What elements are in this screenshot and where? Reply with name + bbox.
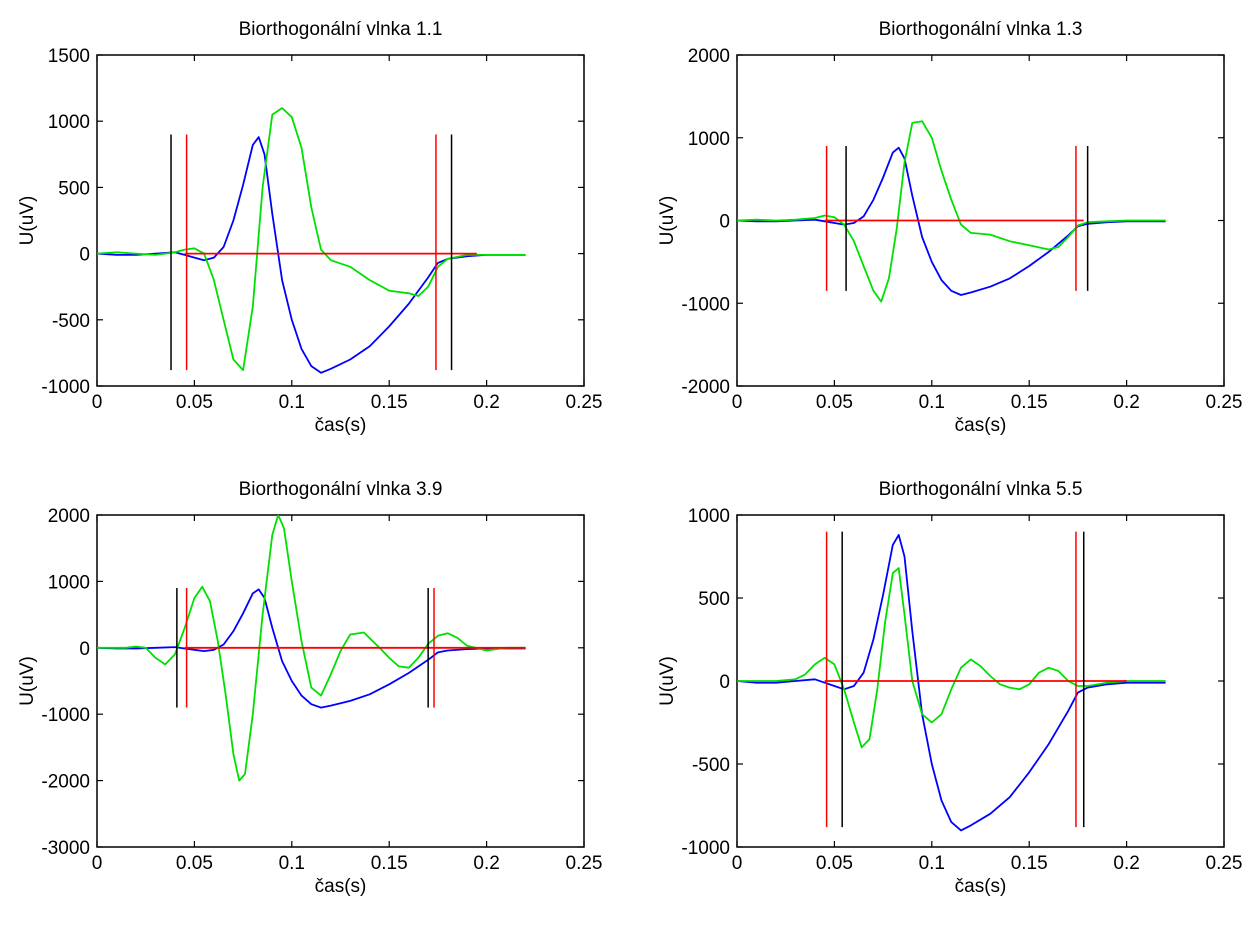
y-tick-label: 2000 [48,506,90,527]
x-tick-label: 0.2 [473,853,499,874]
x-tick-label: 0.25 [566,853,603,874]
subplot-4: 0 0.05 0.1 0.15 0.2 0.25 -1000 -500 0 500 1000 Bior… [657,479,1242,897]
y-tick-label: -1000 [681,838,730,859]
series-line-green [97,515,526,782]
series-line-green [737,120,1166,303]
x-tick-label: 0 [732,853,743,874]
y-tick-label: 500 [698,589,730,610]
plot-area [97,515,526,782]
x-tick-label: 0.1 [279,392,305,413]
y-tick-label: -3000 [41,838,90,859]
x-tick-label: 0.2 [1113,392,1139,413]
x-tick-label: 0.05 [816,392,853,413]
y-tick-label: -1000 [41,377,90,398]
plot-frame [96,54,585,387]
x-tick-label: 0.05 [176,392,213,413]
x-tick-label: 0.25 [1206,853,1243,874]
y-tick-label: 1500 [48,46,90,67]
x-tick-label: 0 [92,853,103,874]
y-tick-label: 2000 [688,46,730,67]
y-tick-label: 0 [79,639,90,660]
x-axis-label: čas(s) [315,415,367,436]
y-tick-label: -1000 [681,294,730,315]
x-tick-label: 0.1 [919,853,945,874]
y-tick-label: 500 [58,178,90,199]
series-line-blue [97,136,526,374]
x-tick-label: 0.25 [566,392,603,413]
y-tick-label: -500 [52,311,90,332]
plot-area [97,107,526,374]
x-tick-label: 0 [92,392,103,413]
chart-title: Biorthogonální vlnka 5.5 [879,479,1083,500]
subplot-3: 0 0.05 0.1 0.15 0.2 0.25 -3000 -2000 -1000 0 1000 2… [17,479,602,897]
plot-frame [96,514,585,848]
plot-area [737,120,1166,303]
plot-area [737,531,1166,832]
x-tick-label: 0.1 [919,392,945,413]
x-tick-label: 0.2 [473,392,499,413]
chart-title: Biorthogonální vlnka 1.3 [879,19,1083,40]
y-tick-label: 1000 [688,506,730,527]
y-tick-label: -2000 [681,377,730,398]
series-line-green [737,567,1166,749]
chart-title: Biorthogonální vlnka 1.1 [239,19,443,40]
y-axis-label: U(uV) [17,656,38,706]
x-axis-label: čas(s) [955,876,1007,897]
x-tick-label: 0.05 [176,853,213,874]
x-tick-label: 0.15 [1011,392,1048,413]
y-axis-label: U(uV) [657,656,678,706]
x-tick-label: 0.2 [1113,853,1139,874]
y-tick-label: -1000 [41,705,90,726]
subplot-2: 0 0.05 0.1 0.15 0.2 0.25 -2000 -1000 0 1000 2000 Bi… [657,19,1242,436]
x-tick-label: 0 [732,392,743,413]
x-axis-label: čas(s) [955,415,1007,436]
y-tick-label: 1000 [48,112,90,133]
series-line-green [97,107,526,372]
x-tick-label: 0.1 [279,853,305,874]
x-tick-label: 0.25 [1206,392,1243,413]
x-tick-label: 0.15 [371,392,408,413]
x-tick-label: 0.15 [1011,853,1048,874]
x-tick-label: 0.05 [816,853,853,874]
y-tick-label: 0 [719,672,730,693]
chart-title: Biorthogonální vlnka 3.9 [239,479,443,500]
subplot-1: 0 0.05 0.1 0.15 0.2 0.25 -1000 -500 0 500 1000 1500… [17,19,602,436]
y-axis-label: U(uV) [17,196,38,246]
y-tick-label: 0 [79,245,90,266]
y-axis-label: U(uV) [657,196,678,246]
x-axis-label: čas(s) [315,876,367,897]
x-tick-label: 0.15 [371,853,408,874]
y-tick-label: -500 [692,755,730,776]
y-tick-label: 1000 [688,129,730,150]
y-tick-label: 0 [719,212,730,233]
y-tick-label: 1000 [48,572,90,593]
y-tick-label: -2000 [41,772,90,793]
